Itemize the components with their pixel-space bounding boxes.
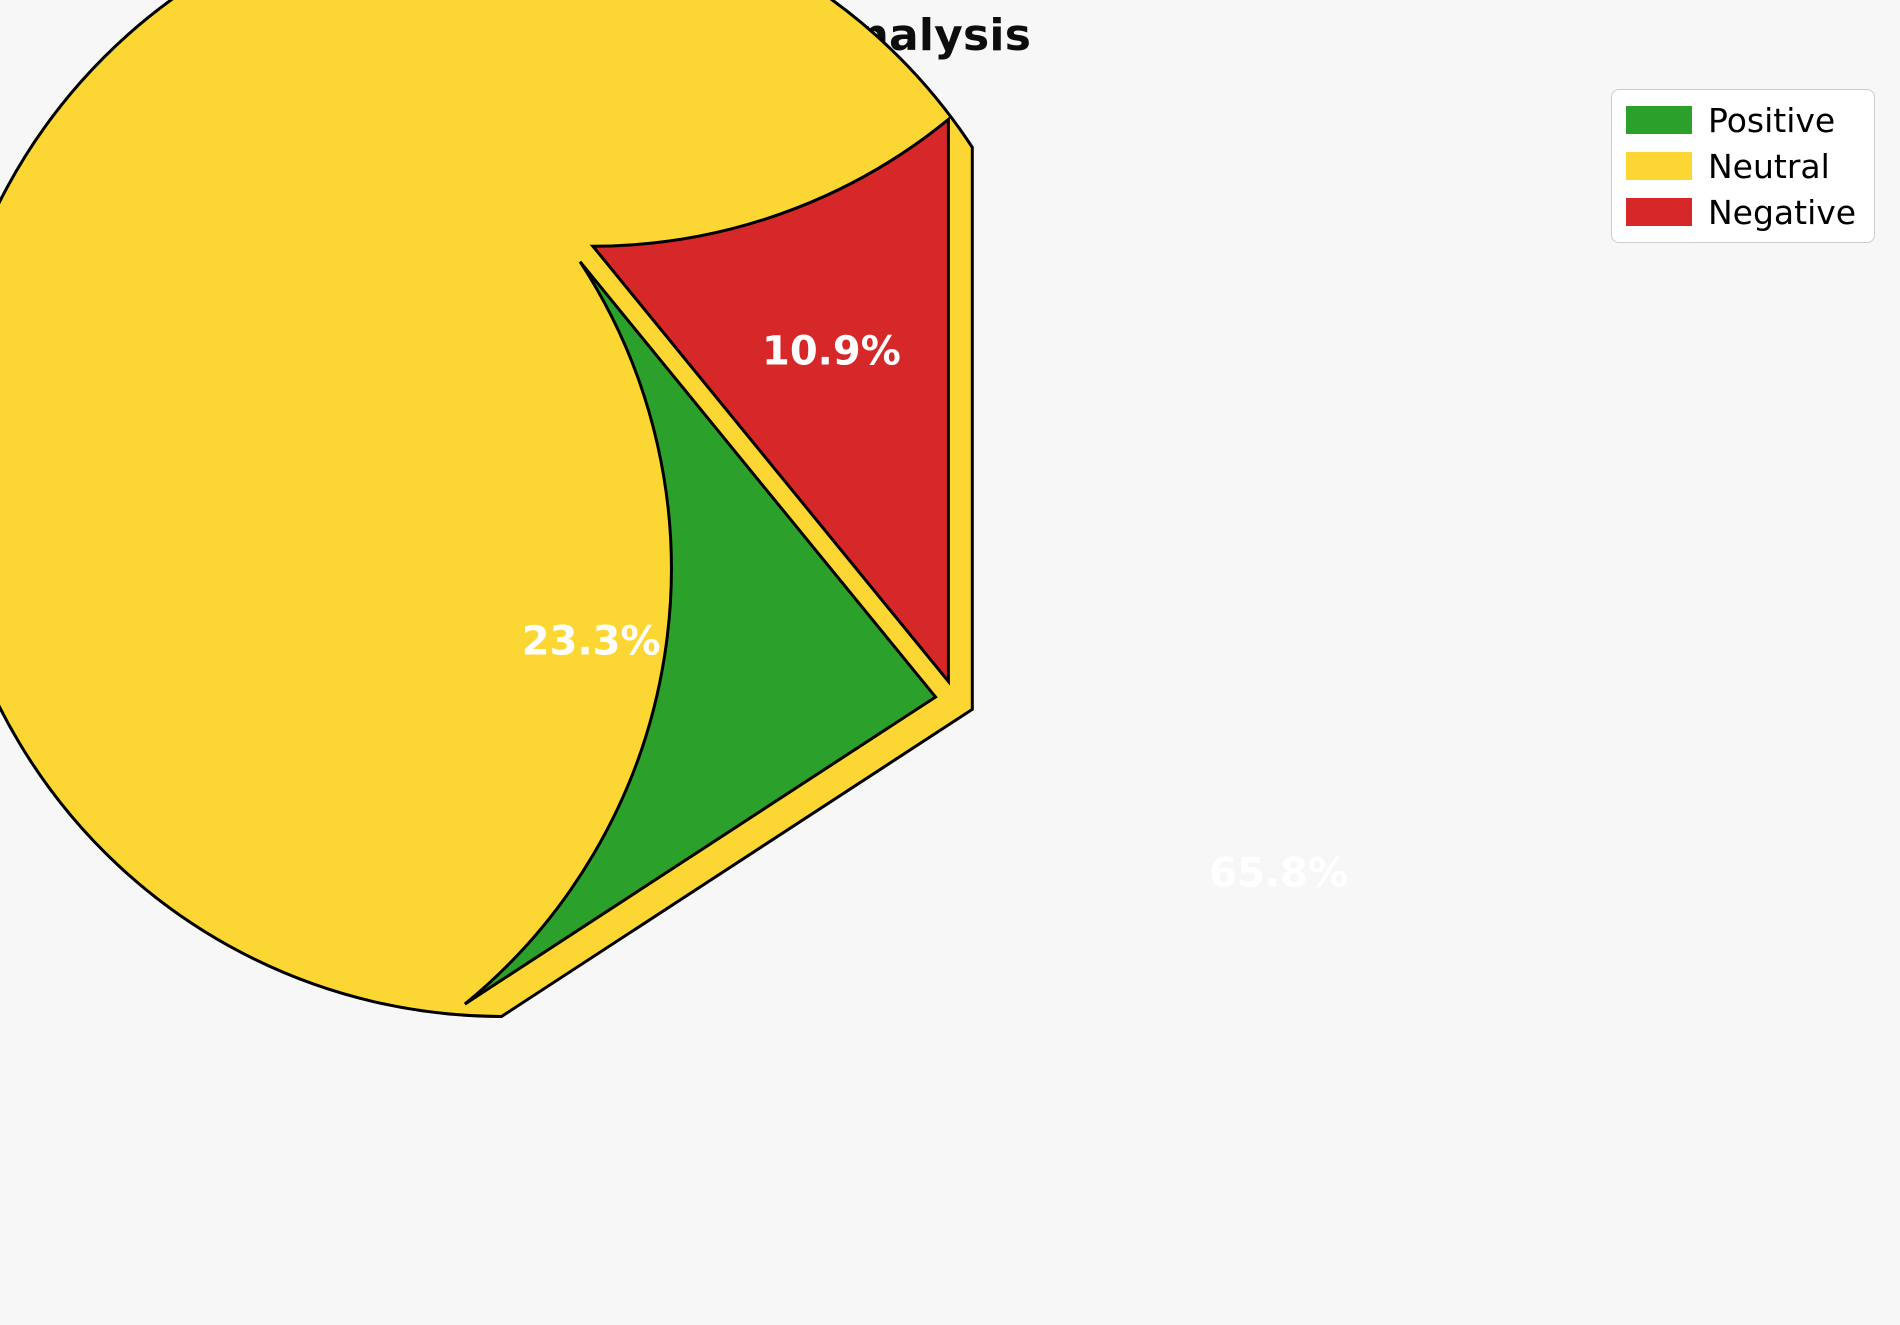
legend-label-positive: Positive [1708,100,1836,140]
legend-item-neutral[interactable]: Neutral [1626,146,1856,186]
pie-label-negative: 10.9% [762,328,901,374]
legend-item-positive[interactable]: Positive [1626,100,1856,140]
legend-swatch-positive [1626,106,1692,134]
pie-slice-negative[interactable] [589,116,950,686]
chart-legend[interactable]: Positive Neutral Negative [1611,89,1876,243]
legend-label-neutral: Neutral [1708,146,1830,186]
pie-label-positive: 23.3% [522,619,661,665]
pie-slice-positive[interactable] [463,260,938,1006]
legend-label-negative: Negative [1708,192,1857,232]
legend-swatch-negative [1626,198,1692,226]
pie-slice-group [0,0,974,1018]
pie-label-group: 65.8% 23.3% 10.9% [522,328,1348,896]
legend-item-negative[interactable]: Negative [1626,192,1857,232]
pie-label-neutral: 65.8% [1209,850,1348,896]
legend-swatch-neutral [1626,152,1692,180]
